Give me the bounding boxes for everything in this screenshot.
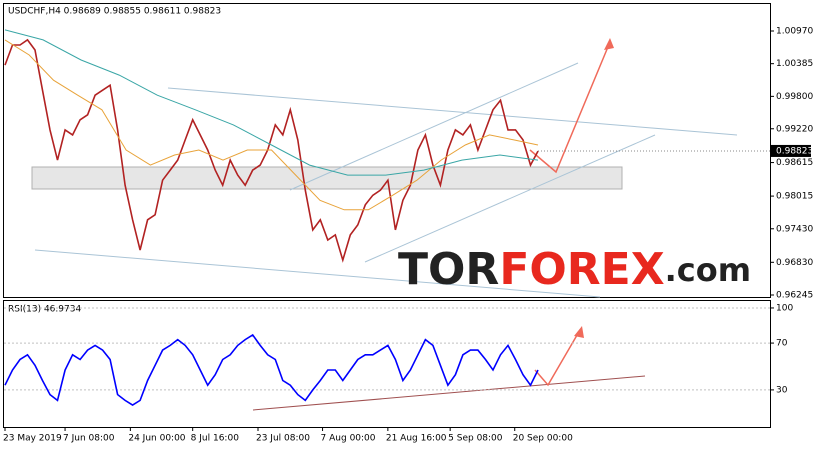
y-tick-label: 100 (776, 303, 793, 313)
watermark-part: TOR (398, 244, 499, 295)
series-line (4, 29, 539, 176)
series-line (4, 39, 539, 211)
x-tick-label: 20 Sep 00:00 (513, 434, 573, 444)
series-line (4, 38, 539, 263)
chart-title: USDCHF,H4 0.98689 0.98855 0.98611 0.9882… (8, 7, 221, 17)
last-price-label: 0.98823 (776, 146, 813, 156)
x-tick-label: 8 Jul 16:00 (191, 434, 240, 444)
forecast-arrow (529, 41, 611, 174)
rsi-panel (3, 300, 771, 428)
channel-line (289, 62, 579, 191)
y-tick-label: 0.97430 (776, 224, 813, 234)
forecast-arrow (534, 329, 581, 387)
arrow-head (604, 38, 614, 50)
y-tick-label: 30 (776, 385, 788, 395)
channel-line (364, 134, 656, 263)
support-zone (31, 166, 623, 190)
price-panel (3, 3, 771, 298)
series-line (4, 333, 539, 407)
y-tick-label: 0.98615 (776, 158, 813, 168)
x-tick-label: 21 Aug 16:00 (386, 434, 447, 444)
y-tick-label: 1.00385 (776, 59, 813, 69)
y-tick-label: 0.99220 (776, 124, 813, 134)
watermark-part: .com (665, 251, 751, 289)
y-tick-label: 70 (776, 339, 788, 349)
arrow-head (574, 326, 584, 338)
y-tick-label: 0.96245 (776, 290, 813, 300)
x-tick-label: 24 Jun 00:00 (128, 434, 185, 444)
y-tick-label: 0.96830 (776, 258, 813, 268)
rsi-title: RSI(13) 46.9734 (8, 305, 81, 315)
x-tick-label: 7 Jun 08:00 (63, 434, 115, 444)
y-tick-label: 1.00970 (776, 26, 813, 36)
x-tick-label: 7 Aug 00:00 (321, 434, 376, 444)
y-tick-label: 0.99800 (776, 92, 813, 102)
rsi-trendline (252, 375, 646, 411)
y-tick-label: 0.98015 (776, 192, 813, 202)
last-price-box (771, 144, 811, 157)
x-tick-label: 23 Jul 08:00 (256, 434, 310, 444)
watermark-part: FOREX (499, 244, 664, 295)
channel-line (167, 87, 738, 136)
x-tick-label: 23 May 2019 (3, 434, 62, 444)
channel-line (34, 249, 601, 298)
watermark: TORFOREX.com (398, 244, 751, 295)
x-tick-label: 5 Sep 08:00 (448, 434, 503, 444)
